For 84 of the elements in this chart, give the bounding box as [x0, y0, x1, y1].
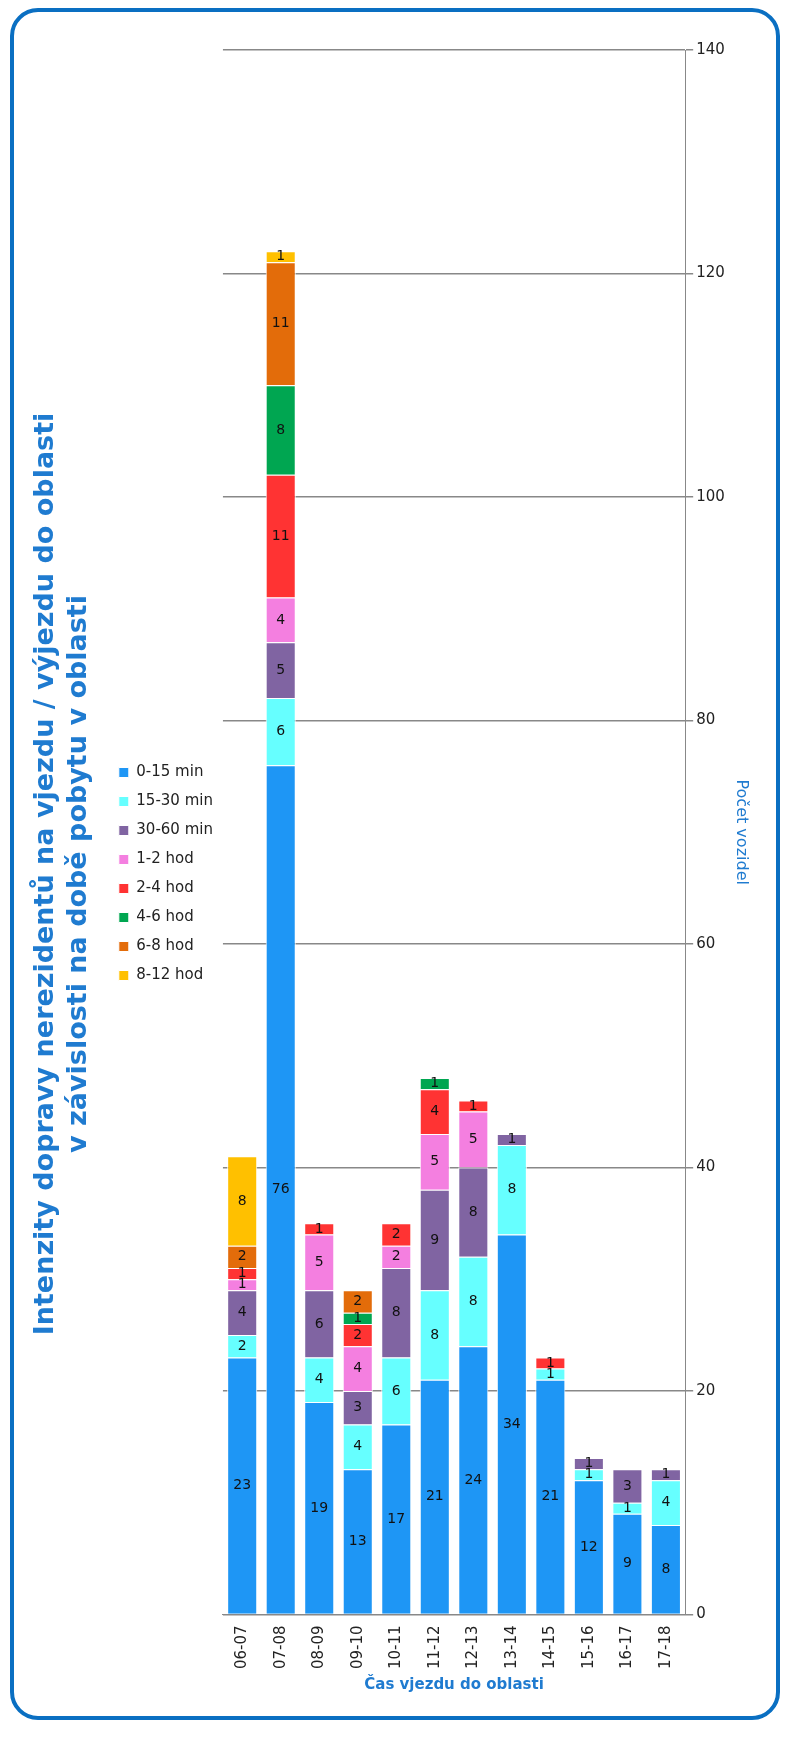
legend-label: 1-2 hod [136, 849, 194, 868]
data-label: 2 [237, 1247, 247, 1264]
data-label: 8 [430, 1325, 440, 1342]
data-label: 4 [353, 1437, 363, 1454]
data-label: 3 [622, 1476, 632, 1493]
legend-label: 6-8 hod [136, 936, 194, 955]
data-label: 4 [276, 610, 286, 627]
y-tick-label: 80 [696, 710, 716, 729]
data-label: 4 [430, 1102, 440, 1119]
data-label: 1 [276, 247, 286, 264]
legend-label: 15-30 min [136, 791, 213, 810]
data-label: 21 [541, 1487, 560, 1504]
data-label: 6 [391, 1381, 401, 1398]
legend-label: 0-15 min [136, 762, 204, 781]
text: v závislosti na době pobytu v oblasti [60, 595, 92, 1153]
data-label: 4 [314, 1370, 324, 1387]
data-label: 6 [276, 722, 286, 739]
legend-label: 8-12 hod [136, 965, 204, 984]
data-label: 13 [348, 1532, 367, 1549]
data-label: 2 [391, 1247, 401, 1264]
x-tick-label: 16-17 [617, 1625, 636, 1670]
data-label: 8 [237, 1191, 247, 1208]
x-tick-label: 13-14 [501, 1625, 520, 1670]
data-label: 8 [468, 1292, 478, 1309]
data-label: 6 [314, 1314, 324, 1331]
y-tick-label: 60 [696, 933, 716, 952]
x-tick-label: 11-12 [424, 1625, 443, 1670]
data-label: 1 [353, 1308, 363, 1325]
x-tick-label: 17-18 [655, 1625, 674, 1670]
data-label: 34 [502, 1414, 521, 1431]
data-label: 5 [468, 1130, 478, 1147]
legend-label: 30-60 min [136, 820, 213, 839]
y-tick-label: 20 [696, 1380, 716, 1399]
data-label: 4 [237, 1303, 247, 1320]
data-label: 5 [430, 1152, 440, 1169]
data-label: 8 [661, 1559, 671, 1576]
data-label: 23 [233, 1476, 252, 1493]
data-label: 2 [391, 1225, 401, 1242]
x-tick-label: 09-10 [347, 1625, 366, 1670]
data-label: 1 [507, 1130, 517, 1147]
data-label: 3 [353, 1398, 363, 1415]
text: Intenzity dopravy nerezidentů na vjezdu / výjezdu do oblasti [28, 412, 60, 1336]
data-label: 12 [579, 1537, 598, 1554]
data-label: 8 [276, 420, 286, 437]
data-label: 8 [507, 1180, 517, 1197]
data-label: 4 [353, 1359, 363, 1376]
data-label: 11 [271, 314, 290, 331]
data-label: 17 [387, 1509, 406, 1526]
y-tick-label: 0 [696, 1604, 706, 1623]
y-tick-label: 40 [696, 1157, 716, 1176]
legend-label: 4-6 hod [136, 907, 194, 926]
data-label: 1 [430, 1074, 440, 1091]
data-label: 1 [622, 1498, 632, 1515]
data-label: 4 [661, 1493, 671, 1510]
data-label: 1 [314, 1219, 324, 1236]
data-label: 24 [464, 1470, 483, 1487]
data-label: 2 [353, 1292, 363, 1309]
legend-label: 2-4 hod [136, 878, 194, 897]
x-tick-label: 14-15 [540, 1625, 559, 1670]
y-tick-label: 120 [696, 263, 725, 282]
x-tick-label: 15-16 [578, 1625, 597, 1670]
y-axis-title: Počet vozidel [733, 779, 753, 885]
data-label: 5 [276, 660, 286, 677]
x-tick-label: 12-13 [463, 1625, 482, 1670]
data-label: 8 [391, 1303, 401, 1320]
y-tick-label: 140 [696, 39, 725, 58]
data-label: 8 [468, 1202, 478, 1219]
x-tick-label: 10-11 [386, 1625, 405, 1670]
x-axis-title: Čas vjezdu do oblasti [364, 1673, 544, 1693]
data-label: 19 [310, 1498, 329, 1515]
x-tick-label: 07-08 [270, 1625, 289, 1670]
x-tick-label: 06-07 [232, 1625, 251, 1670]
data-label: 11 [271, 526, 290, 543]
data-label: 1 [661, 1465, 671, 1482]
x-tick-label: 08-09 [309, 1625, 328, 1670]
data-label: 21 [425, 1487, 444, 1504]
data-label: 2 [353, 1325, 363, 1342]
data-label: 2 [237, 1336, 247, 1353]
y-tick-label: 100 [696, 486, 725, 505]
data-label: 5 [314, 1253, 324, 1270]
data-label: 9 [622, 1554, 632, 1571]
data-label: 1 [468, 1096, 478, 1113]
data-label: 76 [271, 1180, 290, 1197]
data-label: 9 [430, 1230, 440, 1247]
